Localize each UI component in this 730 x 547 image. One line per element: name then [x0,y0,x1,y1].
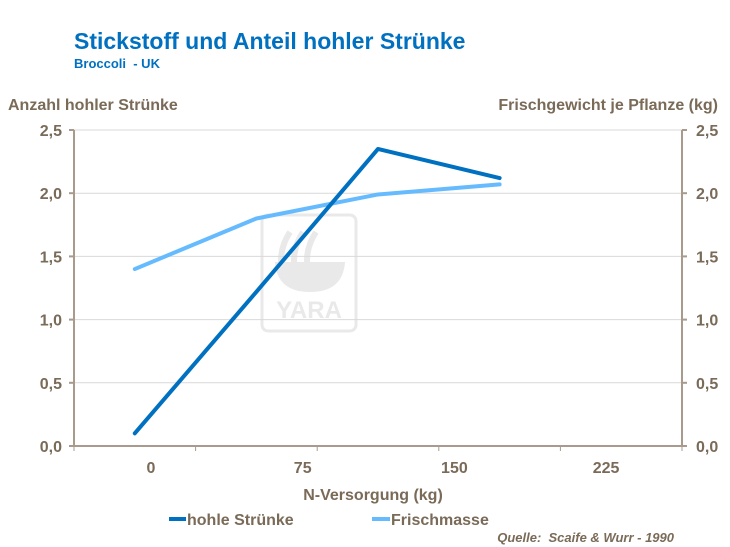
chart-subtitle: Broccoli - UK [74,56,161,71]
y-left-tick-label: 2,0 [40,186,62,203]
y-left-tick-label: 0,0 [40,439,62,456]
y-left-tick-label: 2,5 [40,123,62,140]
legend-label-hohle-struenke: hohle Strünke [187,512,294,529]
y-left-tick-label: 0,5 [40,376,62,393]
y-right-tick-label: 1,0 [696,313,718,330]
x-tick-label: 225 [593,460,620,477]
source-note: Quelle: Scaife & Wurr - 1990 [497,530,675,545]
y-right-tick-label: 0,5 [696,376,718,393]
y-right-tick-label: 2,5 [696,123,718,140]
y-axis-right-label: Frischgewicht je Pflanze (kg) [498,97,718,114]
series-line-frischmasse [132,182,502,272]
y-left-tick-label: 1,5 [40,249,62,266]
series-line-hohle-strünke [132,146,502,436]
legend-label-frischmasse: Frischmasse [391,512,489,529]
y-left-tick-label: 1,0 [40,313,62,330]
x-tick-label: 75 [294,460,312,477]
y-right-tick-label: 1,5 [696,249,718,266]
y-right-tick-label: 2,0 [696,186,718,203]
x-axis-label: N-Versorgung (kg) [303,487,443,504]
x-tick-label: 150 [441,460,468,477]
x-tick-label: 0 [147,460,156,477]
chart-title: Stickstoff und Anteil hohler Strünke [74,28,465,54]
y-right-tick-label: 0,0 [696,439,718,456]
y-axis-left-label: Anzahl hohler Strünke [8,97,178,114]
